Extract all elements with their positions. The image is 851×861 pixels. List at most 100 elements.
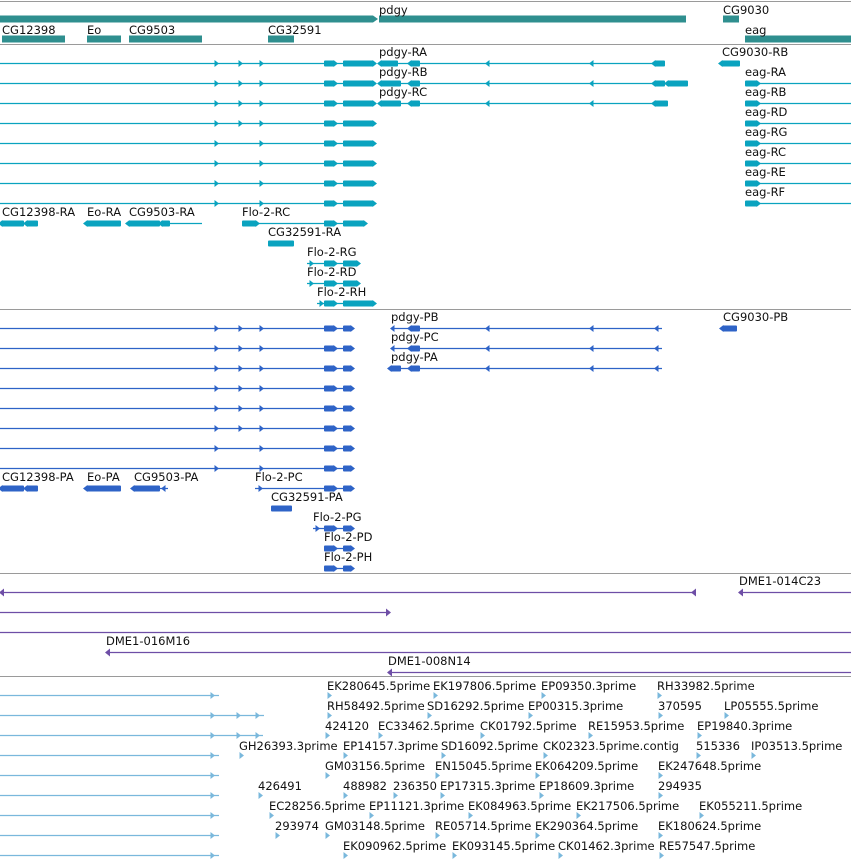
est-feature[interactable]	[0, 712, 264, 719]
protein-feature[interactable]: Flo-2-PD	[324, 530, 373, 552]
mrna-feature[interactable]	[0, 100, 377, 107]
clone-feature[interactable]: DME1-008N14	[387, 654, 851, 677]
clone-feature[interactable]	[0, 608, 391, 617]
protein-feature[interactable]: pdgy-PC	[390, 330, 662, 352]
mrna-feature[interactable]: Flo-2-RG	[307, 245, 361, 267]
protein-feature[interactable]	[0, 385, 355, 392]
mrna-feature[interactable]: Eo-RA	[83, 205, 121, 227]
est-feature[interactable]: LP05555.5prime	[724, 699, 818, 719]
est-feature[interactable]: EP09350.3prime	[541, 679, 636, 699]
est-feature[interactable]	[0, 832, 219, 839]
protein-feature[interactable]	[0, 405, 355, 412]
mrna-feature[interactable]	[0, 180, 377, 187]
est-feature[interactable]: GM03148.5prime	[325, 819, 425, 839]
est-feature[interactable]: EK064209.5prime	[535, 759, 638, 779]
est-feature[interactable]: 294935	[658, 779, 702, 799]
gene-bar[interactable]	[129, 35, 202, 43]
est-feature[interactable]: EP19840.3prime	[697, 719, 792, 739]
mrna-feature[interactable]: eag-RC	[745, 145, 851, 167]
protein-feature[interactable]: pdgy-PB	[390, 310, 662, 332]
est-feature[interactable]: EK280645.5prime	[327, 679, 430, 699]
mrna-feature[interactable]	[0, 160, 377, 167]
mrna-feature[interactable]	[0, 120, 377, 127]
est-feature[interactable]: EP00315.3prime	[528, 699, 623, 719]
protein-feature[interactable]	[0, 465, 355, 472]
est-feature[interactable]: EC28256.5prime	[269, 799, 365, 819]
est-feature[interactable]: RE15953.5prime	[588, 719, 684, 739]
gene-bar[interactable]	[87, 35, 121, 43]
mrna-feature[interactable]	[0, 140, 377, 147]
gene-feature[interactable]: pdgy	[379, 3, 686, 23]
est-feature[interactable]: RE57547.5prime	[659, 839, 755, 859]
est-feature[interactable]	[0, 772, 219, 779]
protein-feature[interactable]: CG32591-PA	[271, 490, 343, 512]
clone-feature[interactable]: DME1-014C23	[738, 574, 851, 597]
mrna-feature[interactable]: eag-RE	[745, 165, 851, 187]
est-feature[interactable]	[0, 752, 219, 759]
mrna-feature[interactable]	[0, 60, 377, 67]
mrna-feature[interactable]: eag-RF	[745, 185, 851, 207]
est-feature[interactable]: CK02323.5prime.contig	[543, 739, 679, 759]
est-feature[interactable]	[0, 792, 219, 799]
mrna-feature[interactable]: Flo-2-RD	[307, 265, 361, 287]
est-feature[interactable]: EN15045.5prime	[435, 759, 532, 779]
protein-feature[interactable]: CG9503-PA	[130, 470, 199, 492]
protein-feature[interactable]	[0, 345, 355, 352]
est-feature[interactable]: RE05714.5prime	[435, 819, 531, 839]
mrna-feature[interactable]: CG12398-RA	[0, 205, 75, 227]
mrna-feature[interactable]: CG9503-RA	[125, 205, 202, 227]
est-feature[interactable]: EK090962.5prime	[343, 839, 446, 859]
est-feature[interactable]: EK055211.5prime	[699, 799, 802, 819]
est-feature[interactable]: GM03156.5prime	[325, 759, 425, 779]
est-feature[interactable]: EK084963.5prime	[468, 799, 571, 819]
protein-feature[interactable]	[0, 445, 355, 452]
protein-feature[interactable]: Eo-PA	[83, 470, 121, 492]
mrna-feature[interactable]	[0, 200, 377, 207]
est-feature[interactable]: IP03513.5prime	[751, 739, 842, 759]
mrna-feature[interactable]: eag-RG	[745, 125, 851, 147]
est-feature[interactable]: EP18609.3prime	[539, 779, 634, 799]
est-feature[interactable]: 424120	[325, 719, 369, 739]
gene-bar[interactable]	[379, 15, 686, 23]
gene-bar[interactable]	[2, 35, 65, 43]
est-feature[interactable]: RH58492.5prime	[327, 699, 425, 719]
est-feature[interactable]: GH26393.3prime	[239, 739, 338, 759]
est-feature[interactable]: EK197806.5prime	[433, 679, 536, 699]
est-feature[interactable]: CK01462.3prime	[558, 839, 655, 859]
protein-feature[interactable]	[0, 365, 355, 372]
est-feature[interactable]: 515336	[696, 739, 740, 759]
gene-bar[interactable]	[0, 15, 373, 23]
gene-feature[interactable]: eag	[745, 23, 851, 43]
est-feature[interactable]	[0, 732, 263, 739]
mrna-feature[interactable]: Flo-2-RC	[242, 205, 368, 227]
est-feature[interactable]: EK290364.5prime	[535, 819, 638, 839]
clone-feature[interactable]: DME1-016M16	[105, 634, 851, 657]
gene-bar[interactable]	[723, 15, 739, 23]
est-feature[interactable]: EP17315.3prime	[440, 779, 535, 799]
est-feature[interactable]: SD16292.5prime	[427, 699, 524, 719]
gene-bar[interactable]	[268, 35, 294, 43]
gene-feature[interactable]: CG12398	[2, 23, 65, 43]
gene-bar[interactable]	[745, 35, 851, 43]
protein-feature[interactable]	[0, 325, 355, 332]
gene-feature[interactable]: Eo	[87, 23, 121, 43]
est-feature[interactable]: EP14157.3prime	[343, 739, 438, 759]
mrna-feature[interactable]: eag-RA	[745, 65, 851, 87]
protein-feature[interactable]: CG9030-PB	[719, 310, 788, 332]
est-feature[interactable]: EK217506.5prime	[576, 799, 679, 819]
protein-feature[interactable]: CG12398-PA	[0, 470, 74, 492]
est-feature[interactable]: EC33462.5prime	[378, 719, 474, 739]
gene-feature[interactable]	[0, 15, 378, 23]
protein-feature[interactable]	[0, 425, 355, 432]
mrna-feature[interactable]: Flo-2-RH	[317, 285, 377, 307]
est-feature[interactable]: 488982	[343, 779, 387, 799]
mrna-feature[interactable]: CG9030-RB	[718, 45, 788, 67]
mrna-feature[interactable]: eag-RB	[745, 85, 851, 107]
gene-feature[interactable]: CG9030	[723, 3, 769, 23]
gene-feature[interactable]: CG32591	[268, 23, 322, 43]
mrna-feature[interactable]	[0, 80, 377, 87]
est-feature[interactable]: EK093145.5prime	[452, 839, 555, 859]
est-feature[interactable]: SD16092.5prime	[441, 739, 538, 759]
mrna-feature[interactable]: pdgy-RA	[377, 45, 665, 67]
mrna-feature[interactable]: eag-RD	[745, 105, 851, 127]
